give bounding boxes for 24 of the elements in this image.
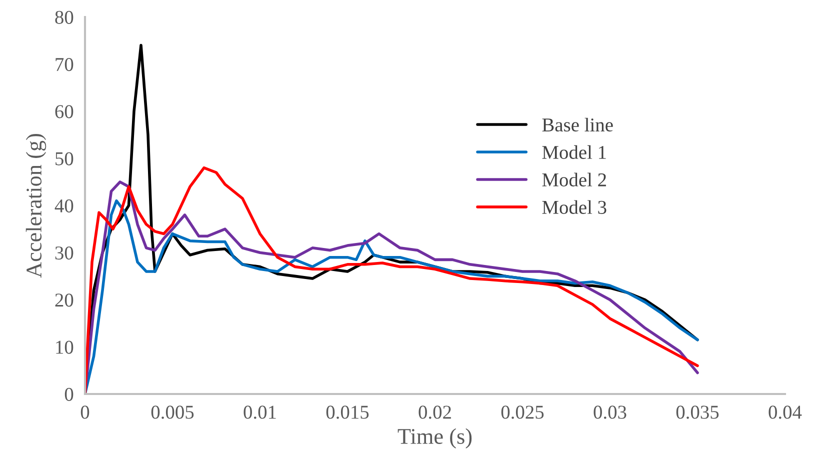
y-tick-label: 60 [55, 105, 74, 118]
x-tick-label: 0.01 [244, 406, 276, 419]
x-tick-label: 0 [80, 406, 90, 419]
x-tick-label: 0.005 [151, 406, 194, 419]
y-tick-label: 70 [56, 58, 74, 72]
x-tick-label: 0.015 [326, 406, 369, 419]
y-tick-label: 80 [55, 10, 74, 24]
y-tick-label: 0 [64, 388, 74, 401]
y-tick-label: 20 [55, 294, 74, 307]
legend-label: Model 1 [542, 145, 606, 159]
x-tick-label: 0.035 [676, 406, 719, 419]
y-tick-label: 50 [56, 152, 74, 166]
y-tick-label: 10 [56, 340, 74, 354]
y-tick-label: 30 [55, 246, 74, 260]
legend-label: Base line [542, 118, 613, 132]
y-axis-title: Acceleration (g) [26, 134, 46, 278]
x-tick-label: 0.02 [418, 406, 451, 419]
legend-label: Model 3 [542, 200, 606, 214]
x-tick-label: 0.04 [768, 406, 802, 419]
y-tick-label: 40 [54, 199, 74, 212]
legend-label: Model 2 [542, 172, 606, 186]
x-axis-title: Time (s) [398, 428, 472, 448]
x-tick-label: 0.03 [594, 406, 626, 419]
x-tick-label: 0.025 [501, 406, 544, 419]
